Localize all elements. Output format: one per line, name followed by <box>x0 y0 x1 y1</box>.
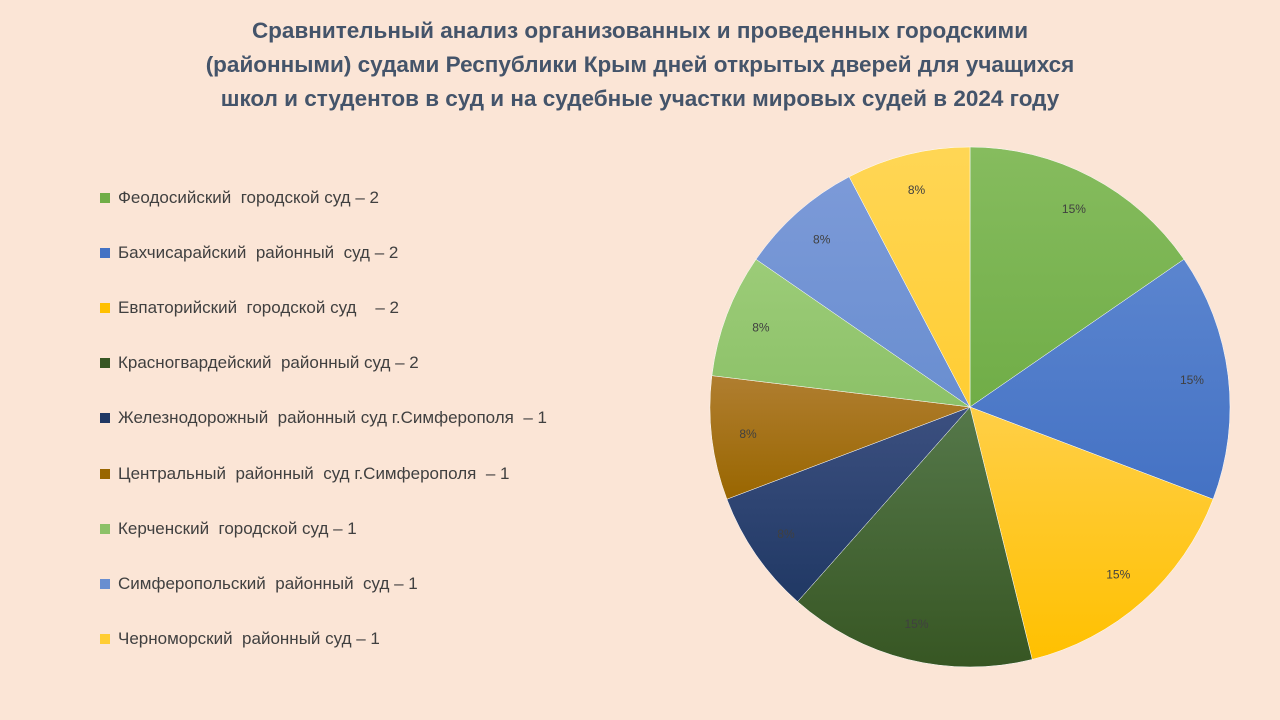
pie-slice <box>711 258 971 408</box>
legend-swatch <box>100 247 110 258</box>
chart-title: Сравнительный анализ организованных и пр… <box>90 14 1190 116</box>
pie-slice <box>969 406 1214 660</box>
legend-swatch <box>100 578 110 589</box>
legend-swatch <box>100 302 110 313</box>
pie-slice <box>726 406 971 602</box>
slice-data-label: 15% <box>1180 373 1204 387</box>
slice-data-label: 8% <box>908 183 926 197</box>
slice-data-label: 15% <box>904 617 928 631</box>
pie-slice <box>848 146 971 408</box>
legend-swatch <box>100 192 110 203</box>
legend-label: Керченский городской суд – 1 <box>118 518 357 538</box>
slice-data-label: 15% <box>1106 567 1130 581</box>
legend-item: Черноморский районный суд – 1 <box>100 612 660 667</box>
pie-slice <box>969 146 1185 408</box>
legend-swatch <box>100 523 110 534</box>
pie-slice <box>797 406 1033 668</box>
legend-label: Симферопольский районный суд – 1 <box>118 573 418 593</box>
pie-slice <box>709 375 971 500</box>
legend-swatch <box>100 468 110 479</box>
legend-label: Феодосийский городской суд – 2 <box>118 187 379 207</box>
slice-data-label: 8% <box>739 427 757 441</box>
chart-title-line-1: Сравнительный анализ организованных и пр… <box>251 18 1029 43</box>
legend-label: Евпаторийский городской суд – 2 <box>118 297 399 317</box>
chart-legend: Феодосийский городской суд – 2 Бахчисарай… <box>100 170 660 667</box>
legend-item: Бахчисарайский районный суд – 2 <box>100 225 660 280</box>
slice-data-label: 8% <box>777 527 795 541</box>
legend-item: Симферопольский районный суд – 1 <box>100 556 660 611</box>
legend-label: Черноморский районный суд – 1 <box>118 629 380 649</box>
legend-item: Красногвардейский районный суд – 2 <box>100 336 660 391</box>
legend-swatch <box>100 634 110 645</box>
legend-label: Железнодорожный районный суд г.Симферопо… <box>118 408 547 428</box>
legend-item: Евпаторийский городской суд – 2 <box>100 280 660 335</box>
chart-title-line-2: (районными) судами Республики Крым дней … <box>205 52 1075 77</box>
legend-label: Бахчисарайский районный суд – 2 <box>118 242 399 262</box>
slice-data-label: 8% <box>752 321 770 335</box>
pie-slice <box>969 258 1231 500</box>
legend-item: Феодосийский городской суд – 2 <box>100 170 660 225</box>
legend-item: Керченский городской суд – 1 <box>100 501 660 556</box>
slice-data-label: 8% <box>813 233 831 247</box>
legend-swatch <box>100 358 110 369</box>
legend-label: Красногвардейский районный суд – 2 <box>118 353 419 373</box>
legend-swatch <box>100 413 110 424</box>
chart-title-line-3: школ и студентов в суд и на судебные уча… <box>220 86 1060 111</box>
slice-data-label: 15% <box>1062 202 1086 216</box>
legend-item: Центральный районный суд г.Симферополя –… <box>100 446 660 501</box>
pie-slice <box>755 176 971 408</box>
legend-item: Железнодорожный районный суд г.Симферопо… <box>100 391 660 446</box>
legend-label: Центральный районный суд г.Симферополя –… <box>118 463 510 483</box>
